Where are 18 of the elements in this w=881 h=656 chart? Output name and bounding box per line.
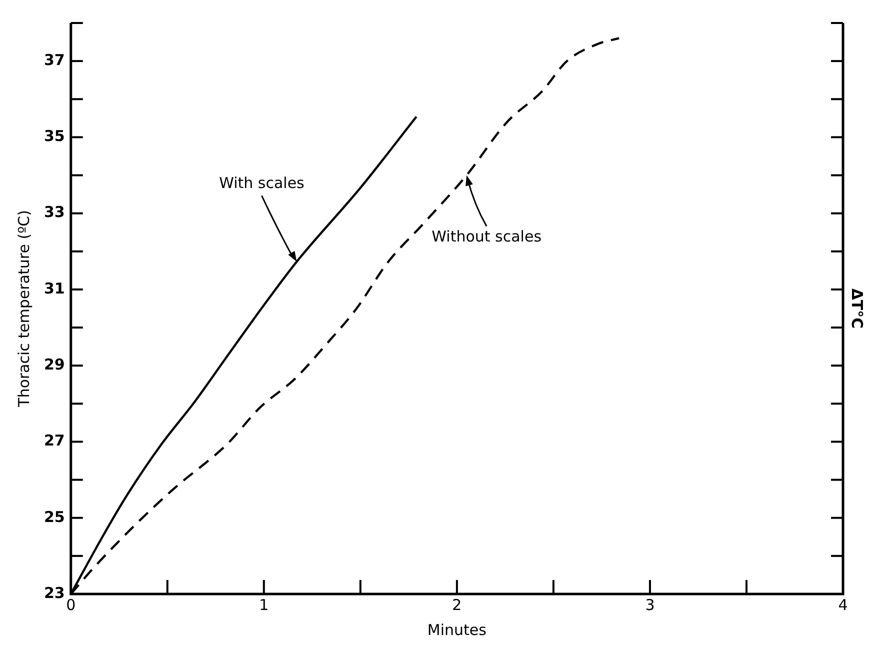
text: With scales	[219, 174, 305, 192]
x-tick-label: 4	[838, 596, 848, 614]
y-tick-label: 31	[44, 279, 65, 298]
y-axis-title: Thoracic temperature (ºC)	[14, 210, 33, 408]
x-tick-label: 0	[66, 596, 76, 614]
series-label: Without scales	[432, 228, 542, 246]
y2-axis-title: ΔT°C	[848, 288, 866, 329]
y-tick-label: 37	[44, 50, 65, 69]
x-tick-label: 3	[645, 596, 655, 614]
x-axis-title: Minutes	[427, 620, 487, 639]
y-tick-label: 27	[44, 432, 65, 450]
x-tick-label: 1	[259, 596, 269, 614]
y-tick-label: 23	[44, 584, 65, 602]
y-tick-label: 29	[44, 355, 65, 374]
y-tick-label: 35	[44, 127, 65, 146]
x-tick-label: 2	[452, 596, 462, 614]
y-tick-label: 25	[44, 508, 65, 526]
y-tick-label: 33	[44, 203, 65, 222]
